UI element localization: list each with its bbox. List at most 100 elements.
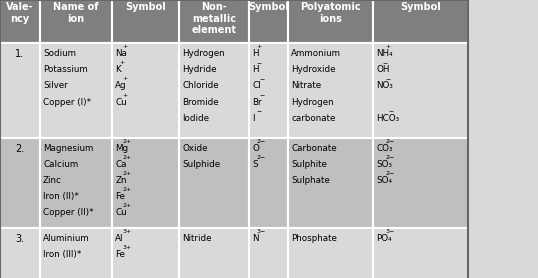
Text: Carbonate: Carbonate — [291, 144, 337, 153]
Text: I: I — [252, 114, 255, 123]
Text: Sulphite: Sulphite — [291, 160, 327, 169]
Text: SO₄: SO₄ — [376, 176, 392, 185]
Text: Al: Al — [115, 234, 124, 243]
Text: +: + — [123, 93, 128, 98]
Text: Sulphide: Sulphide — [182, 160, 221, 169]
Text: Br: Br — [252, 98, 262, 106]
Text: Ca: Ca — [115, 160, 126, 169]
Bar — [249, 0, 288, 43]
Text: −: − — [256, 60, 261, 65]
Text: Sulphate: Sulphate — [291, 176, 330, 185]
Text: Nitrate: Nitrate — [291, 81, 321, 90]
Text: 2+: 2+ — [123, 155, 132, 160]
Bar — [112, 0, 179, 43]
Bar — [373, 0, 468, 43]
Bar — [179, 228, 249, 278]
Text: H: H — [252, 49, 259, 58]
Text: Ag: Ag — [115, 81, 127, 90]
Text: Sodium: Sodium — [43, 49, 76, 58]
Text: Potassium: Potassium — [43, 65, 88, 74]
Bar — [179, 0, 249, 43]
Bar — [112, 43, 179, 138]
Text: O: O — [252, 144, 259, 153]
Bar — [288, 228, 373, 278]
Text: 2+: 2+ — [123, 187, 132, 192]
Text: Cu: Cu — [115, 208, 127, 217]
Text: Cu: Cu — [115, 98, 127, 106]
Bar — [40, 228, 112, 278]
Bar — [0, 0, 40, 43]
Text: Name of
ion: Name of ion — [53, 2, 98, 24]
Bar — [373, 138, 468, 228]
Text: Mg: Mg — [115, 144, 128, 153]
Bar — [373, 43, 468, 138]
Text: −: − — [383, 60, 388, 65]
Text: Iron (III)*: Iron (III)* — [43, 250, 81, 259]
Bar — [112, 138, 179, 228]
Text: Cl: Cl — [252, 81, 261, 90]
Text: +: + — [123, 76, 128, 81]
Text: Magnesium: Magnesium — [43, 144, 94, 153]
Bar — [179, 138, 249, 228]
Text: SO₃: SO₃ — [376, 160, 392, 169]
Text: 2−: 2− — [256, 155, 265, 160]
Text: Zn: Zn — [115, 176, 126, 185]
Text: NO₃: NO₃ — [376, 81, 393, 90]
Text: −: − — [259, 93, 265, 98]
Text: Oxide: Oxide — [182, 144, 208, 153]
Text: Symbol: Symbol — [400, 2, 441, 12]
Text: +: + — [385, 44, 391, 49]
Text: +: + — [123, 44, 128, 49]
Bar — [0, 0, 468, 278]
Text: 2.: 2. — [15, 144, 25, 154]
Text: 2−: 2− — [385, 155, 395, 160]
Bar — [0, 228, 40, 278]
Text: Symbol: Symbol — [248, 2, 289, 12]
Bar — [249, 138, 288, 228]
Text: Fe: Fe — [115, 192, 125, 201]
Text: Symbol: Symbol — [125, 2, 166, 12]
Bar — [179, 43, 249, 138]
Text: Na: Na — [115, 49, 127, 58]
Bar — [373, 228, 468, 278]
Text: Chloride: Chloride — [182, 81, 219, 90]
Bar — [249, 228, 288, 278]
Text: Iron (II)*: Iron (II)* — [43, 192, 79, 201]
Text: OH: OH — [376, 65, 390, 74]
Text: Copper (I)*: Copper (I)* — [43, 98, 91, 106]
Text: Hydrogen: Hydrogen — [291, 98, 334, 106]
Text: Silver: Silver — [43, 81, 68, 90]
Text: HCO₃: HCO₃ — [376, 114, 399, 123]
Text: 3.: 3. — [16, 234, 24, 244]
Bar — [288, 43, 373, 138]
Bar — [40, 43, 112, 138]
Text: 3−: 3− — [256, 229, 265, 234]
Text: +: + — [119, 60, 125, 65]
Text: Hydrogen: Hydrogen — [182, 49, 225, 58]
Text: −: − — [259, 76, 265, 81]
Text: H: H — [252, 65, 259, 74]
Text: Aluminium: Aluminium — [43, 234, 90, 243]
Bar — [288, 0, 373, 43]
Text: 3+: 3+ — [123, 245, 132, 250]
Text: −: − — [256, 109, 261, 114]
Text: Non-
metallic
element: Non- metallic element — [192, 2, 237, 35]
Text: Nitride: Nitride — [182, 234, 212, 243]
Text: Iodide: Iodide — [182, 114, 209, 123]
Text: 2−: 2− — [256, 139, 265, 144]
Text: +: + — [256, 44, 261, 49]
Text: −: − — [388, 109, 394, 114]
Bar — [40, 138, 112, 228]
Text: Polyatomic
ions: Polyatomic ions — [300, 2, 360, 24]
Bar — [0, 43, 40, 138]
Text: Hydroxide: Hydroxide — [291, 65, 336, 74]
Text: Calcium: Calcium — [43, 160, 79, 169]
Text: N: N — [252, 234, 259, 243]
Bar — [0, 138, 40, 228]
Bar — [249, 43, 288, 138]
Text: carbonate: carbonate — [291, 114, 335, 123]
Text: Fe: Fe — [115, 250, 125, 259]
Text: S: S — [252, 160, 258, 169]
Bar — [40, 0, 112, 43]
Text: Zinc: Zinc — [43, 176, 62, 185]
